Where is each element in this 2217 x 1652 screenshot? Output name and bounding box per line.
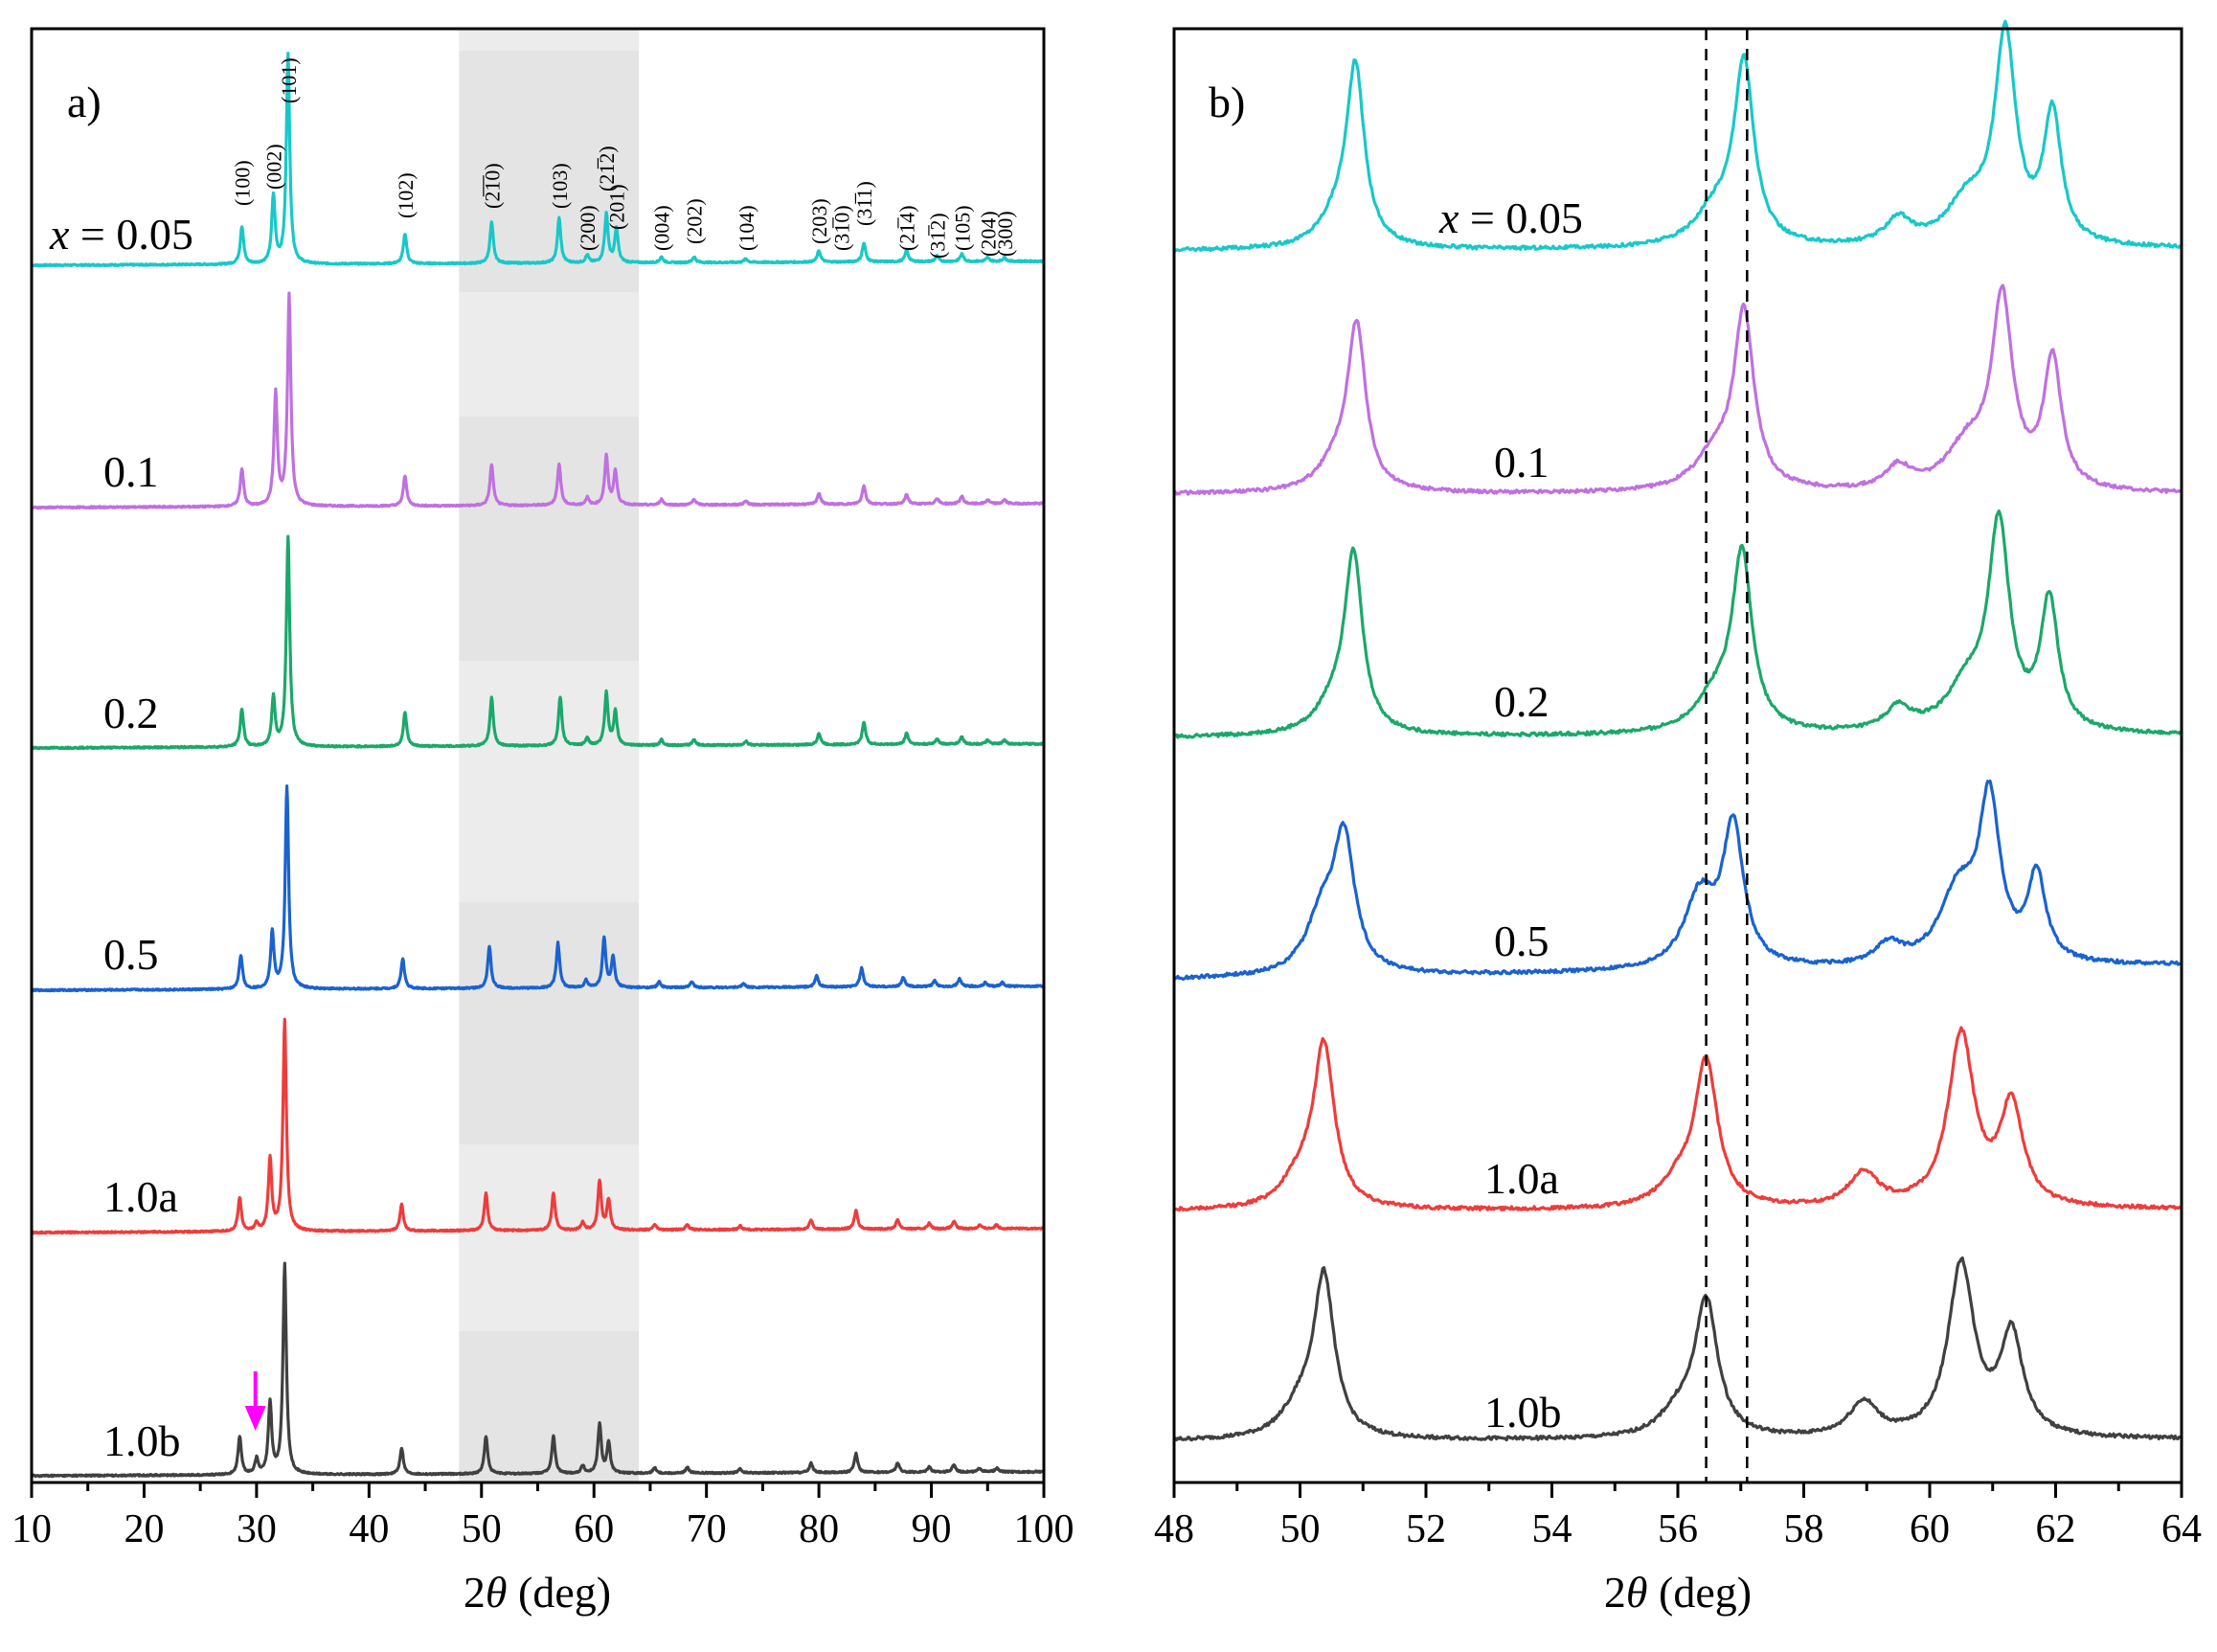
x-tick-label: 10 [11,1507,52,1551]
hkl-label: (002) [262,144,286,190]
panel-a-label-1-0b: 1.0b [103,1416,181,1465]
x-tick-label: 50 [1280,1507,1321,1551]
panel-a-series-0-2 [30,534,1046,751]
panel-b-label-0-2: 0.2 [1494,677,1550,726]
hkl-label: (300) [993,211,1017,257]
x-tick-label: 52 [1406,1507,1446,1551]
highlight-stripe [459,902,640,1144]
panel-b-x-axis: 48 50 52 54 56 58 60 62 64 [1154,1482,2202,1551]
panel-b-xlabel: 2θ (deg) [1604,1568,1752,1617]
panel-b-label-0-1: 0.1 [1494,438,1550,487]
hkl-label: (31̅2) [925,213,949,259]
panel-a-xlabel: 2θ (deg) [464,1568,611,1617]
hkl-label: (103) [548,163,572,209]
panel-b-series-x-0-05 [1172,19,2183,253]
panel-a-label-1-0a: 1.0a [103,1172,178,1221]
panel-b-label-0-5: 0.5 [1494,917,1550,965]
panel-a-label-0-5: 0.5 [103,930,159,979]
x-tick-label: 100 [1014,1507,1075,1551]
panel-b-series-0-2 [1173,509,2183,739]
hkl-label: (203) [807,198,831,244]
panel-b-series-group [1172,19,2183,1442]
panel-a-series-x-0-05 [31,52,1046,268]
panel-b-frame [1172,27,2183,1484]
highlight-stripe [459,1144,640,1331]
hkl-label: (31̅1) [852,181,876,226]
x-tick-label: 54 [1532,1507,1572,1551]
x-tick-label: 60 [1910,1507,1950,1551]
panel-a: (100) (002) (101) (102) (2̅1̅0) (103)(200) (21… [11,27,1075,1617]
panel-a-label-0-2: 0.2 [103,689,159,737]
panel-b-series-0-5 [1172,780,2182,982]
hkl-label: (21̅4) [895,205,919,251]
hkl-label: (200) [576,205,599,251]
hkl-label: (101) [277,57,301,103]
panel-b-label-1-0b: 1.0b [1484,1388,1562,1437]
x-tick-label: 20 [124,1507,164,1551]
hkl-label: (004) [650,205,674,251]
x-tick-label: 58 [1784,1507,1824,1551]
panel-b-reference-lines [1705,29,1749,1482]
hkl-label: (2̅1̅0) [480,163,504,209]
x-tick-label: 70 [687,1507,727,1551]
x-tick-label: 48 [1154,1507,1194,1551]
highlight-stripe [459,417,640,661]
hkl-label: (21̅2) [595,146,619,192]
hkl-label: (104) [735,205,758,251]
panel-a-series-group [30,52,1046,1479]
x-tick-label: 90 [912,1507,952,1551]
highlight-stripe [459,661,640,902]
highlight-stripe [459,29,640,51]
panel-b-series-labels: x = 0.05 0.1 0.2 0.5 1.0a 1.0b [1438,193,1583,1437]
x-tick-label: 80 [799,1507,839,1551]
panel-b: x = 0.05 0.1 0.2 0.5 1.0a 1.0b 48 50 52 54 56 58 60… [1154,19,2202,1617]
hkl-label: (202) [683,198,707,244]
panel-a-label-0-1: 0.1 [103,447,159,496]
hkl-label: (204) [976,211,1000,257]
x-tick-label: 60 [574,1507,614,1551]
panel-a-series-1-0a [31,1017,1045,1235]
panel-b-label-x-0-05: x = 0.05 [1438,193,1583,242]
hkl-label: (100) [231,160,255,206]
panel-a-label-x-0-05: x = 0.05 [49,210,193,259]
arrow-head [244,1406,266,1431]
panel-a-series-0-1 [31,291,1046,510]
x-tick-label: 40 [349,1507,389,1551]
hkl-label: (201) [605,184,629,230]
x-tick-label: 64 [2161,1507,2202,1551]
x-tick-label: 30 [237,1507,277,1551]
x-tick-label: 56 [1658,1507,1698,1551]
panel-b-label: b) [1209,78,1245,126]
panel-b-label-1-0a: 1.0a [1484,1154,1559,1203]
panel-b-series-0-1 [1172,283,2182,496]
panel-a-highlight-band [459,29,640,1482]
panel-a-series-0-5 [31,784,1046,993]
highlight-stripe [459,292,640,417]
panel-a-label: a) [67,78,102,126]
panel-a-series-1-0b [31,1261,1046,1479]
x-tick-label: 62 [2036,1507,2076,1551]
hkl-label: (31̅0) [830,205,854,251]
x-tick-label: 50 [462,1507,502,1551]
panel-a-series-labels: x = 0.05 0.1 0.2 0.5 1.0a 1.0b [49,210,193,1465]
panel-a-hkl-labels: (100) (002) (101) (102) (2̅1̅0) (103)(200) (21… [231,57,1017,259]
panel-b-series-1-0a [1173,1026,2182,1212]
hkl-label: (105) [950,205,974,251]
panel-a-arrow-annotation [244,1371,266,1431]
hkl-label: (102) [394,172,418,218]
panel-b-series-1-0b [1173,1256,2182,1442]
panel-a-x-axis: 10 20 30 40 50 60 70 80 90 100 [11,1482,1075,1551]
